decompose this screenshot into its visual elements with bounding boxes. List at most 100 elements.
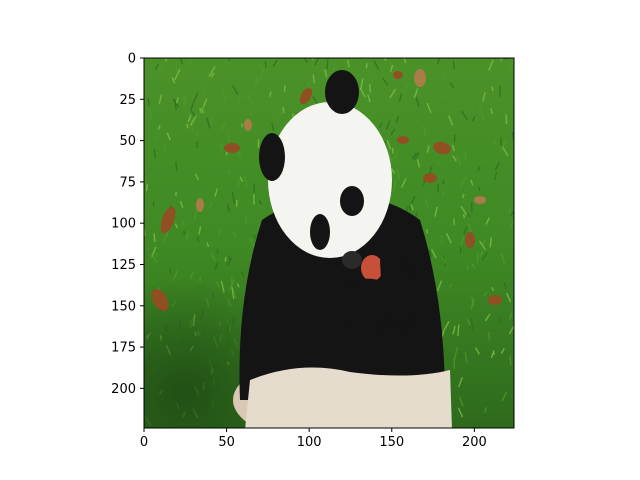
y-axis: 0 25 50 75 100 125 150 175 200: [111, 52, 144, 397]
grass-blade: [508, 325, 514, 335]
grass-blade: [485, 217, 490, 225]
grass-blade: [491, 286, 495, 292]
grass-blade: [365, 63, 368, 69]
panda-head: [268, 102, 392, 258]
panda-paw-right: [345, 278, 391, 334]
grass-blade: [482, 92, 486, 102]
grass-blade: [239, 176, 244, 183]
grass-blade: [452, 60, 456, 69]
grass-blade: [214, 188, 218, 197]
grass-blade: [282, 106, 285, 114]
axes-frame: [143, 57, 515, 429]
grass-blade: [389, 88, 397, 99]
grass-blade: [174, 223, 178, 229]
grass-blade: [461, 235, 465, 240]
grass-blade: [394, 148, 400, 160]
grass-blade: [464, 151, 467, 160]
grass-blade: [426, 145, 430, 153]
grass-blade: [398, 93, 403, 102]
grass-blade: [185, 231, 189, 240]
grass-blade: [232, 85, 239, 96]
grass-blade: [474, 347, 480, 355]
grass-blade: [163, 230, 169, 241]
grass-blade: [175, 97, 179, 104]
grass-blade: [149, 108, 153, 121]
grass-blade: [500, 139, 508, 151]
grass-blade: [253, 234, 256, 239]
grass-blade: [466, 318, 472, 326]
grass-blade: [457, 377, 463, 388]
grass-blade: [414, 151, 420, 161]
grass-blade: [457, 324, 460, 336]
grass-blade: [369, 83, 372, 93]
grass-blade: [259, 64, 267, 76]
grass-blade: [320, 58, 324, 62]
panda-body-dark: [239, 197, 445, 400]
grass-blade: [409, 204, 412, 211]
grass-blade: [451, 144, 455, 152]
grass-blade: [463, 226, 468, 236]
grass-blade: [500, 348, 505, 354]
grass-blade: [428, 249, 432, 258]
grass-blade: [453, 347, 458, 360]
y-tick-label: 150: [111, 299, 136, 314]
grass-blade: [504, 58, 507, 61]
grass-blade: [157, 63, 163, 72]
grass-blade: [506, 292, 512, 303]
grass-blade: [482, 239, 486, 246]
grass-blade: [410, 195, 416, 206]
grass-blade: [470, 318, 474, 331]
grass-blade: [413, 88, 419, 99]
grass-blade: [424, 198, 429, 208]
grass-blade: [498, 316, 501, 323]
grass-blade: [153, 149, 156, 159]
grass-blade: [147, 98, 151, 107]
grass-blade: [189, 59, 193, 64]
panda-belly-light: [245, 367, 452, 428]
grass-blade: [181, 221, 185, 226]
grass-blade: [231, 192, 236, 204]
grass-blade: [210, 72, 215, 78]
grass-blade: [166, 132, 171, 141]
grass-blade: [189, 115, 197, 126]
grass-blade: [440, 255, 447, 264]
grass-blade: [369, 74, 376, 86]
grass-blade: [172, 98, 180, 108]
grass-blade: [395, 115, 400, 124]
grass-blade: [470, 298, 475, 310]
panda-eye-patch-right: [340, 186, 364, 216]
grass-blade: [448, 115, 454, 126]
x-tick-label: 100: [297, 435, 322, 450]
grass-blade: [510, 209, 514, 217]
grass-blade: [483, 291, 488, 297]
grass-blade: [410, 203, 414, 211]
grass-blade: [175, 161, 178, 172]
grass-blade: [158, 94, 163, 105]
grass-blade: [401, 83, 409, 94]
grass-blade: [278, 110, 284, 118]
grass-blade: [228, 58, 231, 61]
grass-blade: [226, 203, 230, 212]
grass-blade: [314, 58, 320, 66]
fallen-leaves: [151, 69, 502, 311]
grass-blade: [199, 108, 202, 113]
grass-blade: [434, 206, 438, 217]
grass-blade: [457, 407, 464, 418]
grass-blade: [487, 332, 491, 341]
grass-blade: [202, 106, 207, 114]
grass-blade: [488, 59, 494, 71]
grass-blade: [306, 78, 313, 87]
grass-blade: [232, 232, 237, 238]
grass-blade: [509, 58, 514, 64]
grass-blade: [449, 283, 453, 288]
grass-blade: [367, 94, 371, 103]
grass-blade: [507, 207, 512, 214]
y-tick-label: 25: [119, 93, 136, 108]
grass-blade: [201, 107, 204, 114]
grass-blade: [179, 58, 184, 65]
grass-blade: [416, 159, 421, 168]
grass-blade: [385, 120, 391, 131]
grass-blade: [507, 62, 514, 72]
grass-blade: [390, 128, 396, 136]
grass-blade: [186, 123, 189, 129]
